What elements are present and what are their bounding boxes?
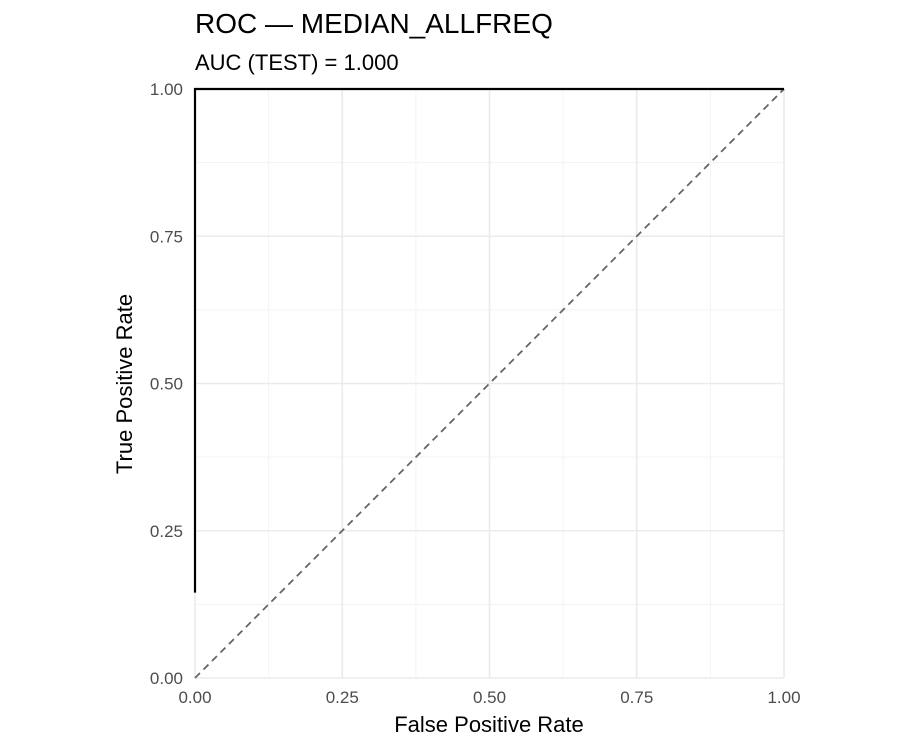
chart-subtitle: AUC (TEST) = 1.000 — [195, 50, 399, 75]
chance-diagonal-line — [194, 88, 785, 679]
x-tick-label: 1.00 — [767, 688, 800, 707]
y-axis-title: True Positive Rate — [112, 294, 137, 474]
series-layer — [193, 87, 785, 679]
y-tick-label: 0.25 — [150, 522, 183, 541]
x-tick-label: 0.00 — [178, 688, 211, 707]
x-tick-label: 0.25 — [326, 688, 359, 707]
y-tick-label: 0.75 — [150, 227, 183, 246]
x-axis-title: False Positive Rate — [394, 712, 584, 737]
chart-title: ROC — MEDIAN_ALLFREQ — [195, 8, 553, 39]
y-tick-label: 1.00 — [150, 80, 183, 99]
x-tick-labels: 0.00 0.25 0.50 0.75 1.00 — [178, 688, 800, 707]
x-tick-label: 0.75 — [620, 688, 653, 707]
y-tick-label: 0.50 — [150, 375, 183, 394]
y-tick-labels: 0.00 0.25 0.50 0.75 1.00 — [150, 80, 183, 688]
x-tick-label: 0.50 — [473, 688, 506, 707]
y-tick-label: 0.00 — [150, 669, 183, 688]
roc-curve-line — [193, 87, 784, 593]
